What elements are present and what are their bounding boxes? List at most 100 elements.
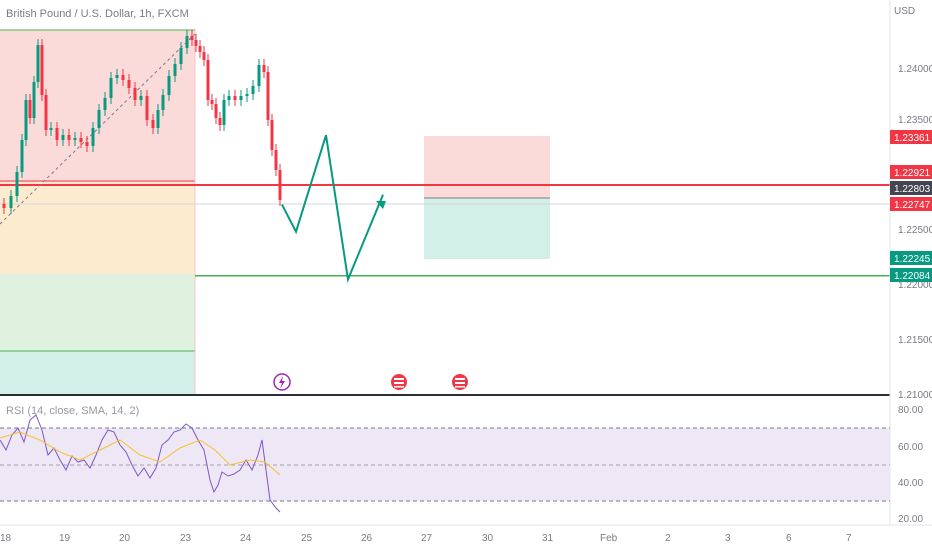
candle-body (173, 64, 177, 76)
candle-body (222, 100, 226, 125)
price-label: 1.22921 (894, 168, 931, 179)
candle-body (97, 110, 101, 128)
rsi-tick: 80.00 (898, 405, 923, 416)
price-label-bg (890, 165, 932, 179)
candle-body (91, 128, 95, 146)
take-profit-box[interactable] (424, 198, 550, 259)
deep-demand-zone (0, 351, 195, 395)
candle-body (103, 98, 107, 110)
price-label-bg (890, 181, 932, 195)
candle-body (9, 196, 13, 208)
candle-body (40, 45, 44, 95)
symbol-title[interactable]: British Pound / U.S. Dollar, 1h, FXCM (6, 8, 189, 20)
time-tick: 7 (846, 533, 852, 544)
price-tick: 1.21000 (898, 390, 932, 401)
time-tick: Feb (600, 533, 618, 544)
time-axis[interactable]: 18 19 20 23 24 25 26 27 30 31 Feb 2 3 6 … (0, 533, 852, 544)
candle-body (121, 75, 125, 80)
candle-body (24, 100, 28, 140)
price-label-bg (890, 197, 932, 211)
candle-body (218, 118, 222, 125)
candle-body (115, 75, 119, 78)
demand-zone (0, 274, 195, 351)
candle-body (15, 172, 19, 196)
candle-body (161, 95, 165, 110)
time-tick: 3 (725, 533, 731, 544)
price-tick: 1.24000 (898, 64, 932, 75)
candle-body (20, 140, 24, 172)
candle-body (251, 86, 255, 94)
price-label-bg (890, 130, 932, 144)
time-tick: 20 (119, 533, 131, 544)
candle-body (185, 36, 189, 48)
candle-body (278, 170, 282, 200)
time-tick: 27 (421, 533, 433, 544)
candle-body (227, 96, 231, 100)
candle-body (61, 135, 65, 140)
candle-body (274, 150, 278, 170)
price-label: 1.22747 (894, 200, 931, 211)
candle-body (245, 94, 249, 96)
candle-body (127, 80, 131, 88)
candle-body (133, 88, 137, 100)
candle-body (266, 72, 270, 120)
level-lines (0, 183, 890, 277)
time-tick: 2 (665, 533, 671, 544)
candle-body (2, 204, 6, 208)
price-tick: 1.22000 (898, 280, 932, 291)
candle-body (270, 120, 274, 150)
candle-body (239, 96, 243, 100)
projection-path (281, 134, 384, 284)
price-labels: 1.23361 1.22921 1.22803 1.22747 1.22245 1.220… (890, 130, 932, 282)
rsi-title[interactable]: RSI (14, close, SMA, 14, 2) (6, 405, 140, 417)
candle-body (79, 138, 83, 142)
price-axis[interactable]: 1.24000 1.23500 1.22500 1.22000 1.21500 … (898, 64, 932, 401)
price-tick: 1.21500 (898, 335, 932, 346)
candle-body (32, 82, 36, 118)
candle-body (179, 48, 183, 64)
projection-arrowhead (376, 201, 386, 209)
price-label: 1.22245 (894, 254, 931, 265)
time-tick: 26 (361, 533, 373, 544)
price-tick: 1.23500 (898, 115, 932, 126)
time-tick: 23 (180, 533, 192, 544)
time-tick: 19 (59, 533, 71, 544)
event-us-flag-icon[interactable] (452, 374, 468, 390)
candle-body (145, 96, 149, 120)
price-label: 1.23361 (894, 133, 931, 144)
price-tick: 1.22500 (898, 225, 932, 236)
rsi-tick: 60.00 (898, 442, 923, 453)
candle-body (28, 100, 32, 118)
candle-body (49, 128, 53, 130)
candle-body (73, 138, 77, 140)
price-label-bg (890, 251, 932, 265)
candle-body (156, 110, 160, 128)
candles (2, 30, 282, 214)
candle-body (190, 36, 194, 40)
candle-body (55, 128, 59, 140)
event-us-flag-icon[interactable] (391, 374, 407, 390)
rsi-line (0, 414, 281, 513)
candle-body (85, 142, 89, 146)
time-tick: 24 (240, 533, 252, 544)
candle-body (206, 60, 210, 100)
mid-zone (0, 182, 195, 274)
candle-body (210, 100, 214, 104)
rsi-tick: 40.00 (898, 478, 923, 489)
candle-body (202, 52, 206, 60)
currency-label: USD (894, 6, 916, 17)
time-tick: 31 (542, 533, 554, 544)
stop-loss-box[interactable] (424, 136, 550, 198)
candle-body (151, 120, 155, 128)
candle-body (139, 96, 143, 100)
event-lightning-icon[interactable] (273, 373, 291, 391)
rsi-axis[interactable]: 80.00 60.00 40.00 20.00 (898, 405, 923, 525)
candle-body (194, 40, 198, 46)
candle-body (67, 135, 71, 140)
candle-body (198, 46, 202, 52)
price-label: 1.22803 (894, 184, 931, 195)
candle-body (233, 96, 237, 100)
candle-body (262, 65, 266, 72)
time-tick: 6 (786, 533, 792, 544)
